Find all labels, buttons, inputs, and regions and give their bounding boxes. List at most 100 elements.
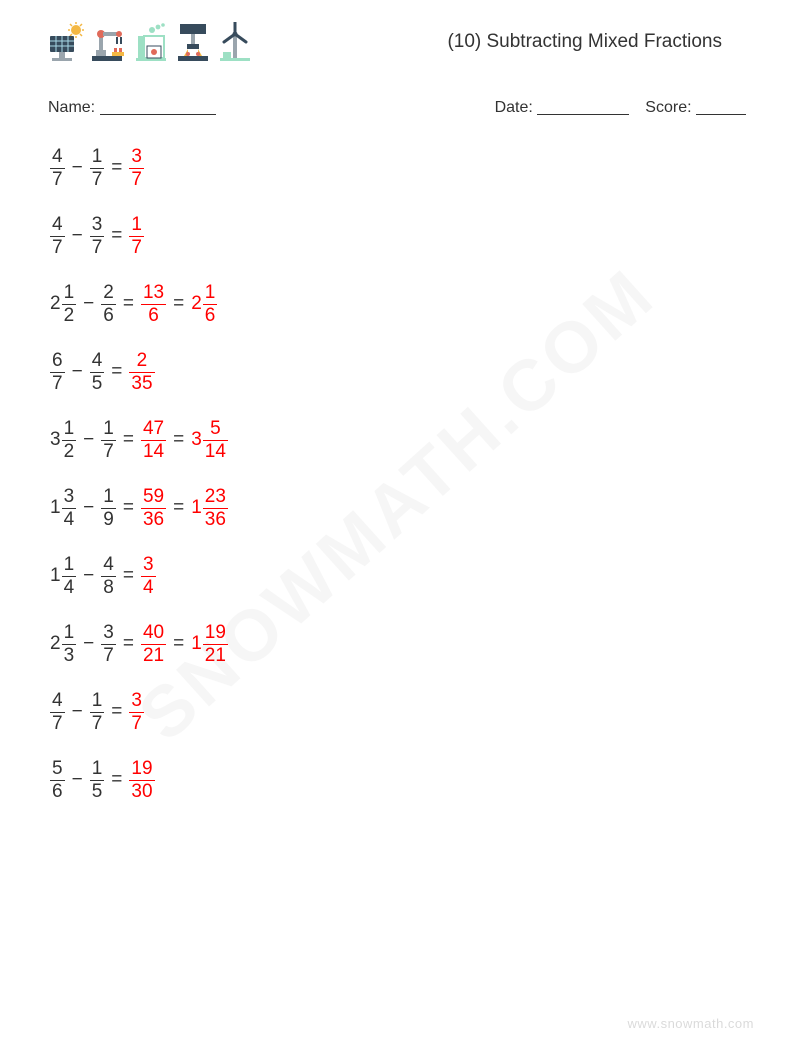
answer-fraction: 3514 [191, 419, 228, 462]
operand-fraction: 48 [101, 555, 116, 598]
equals-sign: = [104, 361, 129, 383]
fraction: 47 [50, 147, 65, 190]
numerator: 4 [101, 555, 116, 575]
fraction: 26 [101, 283, 116, 326]
name-label: Name: [48, 99, 95, 116]
fraction: 2336 [203, 487, 228, 530]
numerator: 1 [101, 419, 116, 439]
fraction: 56 [50, 759, 65, 802]
denominator: 7 [129, 170, 144, 190]
name-field-group: Name: [48, 96, 216, 117]
fraction: 17 [90, 691, 105, 734]
denominator: 7 [90, 170, 105, 190]
minus-sign: − [76, 293, 101, 315]
whole-part: 2 [50, 293, 62, 315]
minus-sign: − [76, 565, 101, 587]
fraction: 12 [62, 419, 77, 462]
minus-sign: − [65, 701, 90, 723]
minus-sign: − [65, 361, 90, 383]
operand-fraction: 19 [101, 487, 116, 530]
operand-fraction: 47 [50, 147, 65, 190]
denominator: 7 [129, 714, 144, 734]
fraction: 136 [141, 283, 166, 326]
denominator: 14 [203, 442, 228, 462]
fraction: 17 [90, 147, 105, 190]
numerator: 5 [208, 419, 223, 439]
fraction: 37 [129, 691, 144, 734]
fraction: 4714 [141, 419, 166, 462]
numerator: 2 [135, 351, 150, 371]
minus-sign: − [76, 633, 101, 655]
denominator: 7 [50, 714, 65, 734]
fraction: 45 [90, 351, 105, 394]
equals-sign: = [166, 633, 191, 655]
fraction: 12 [62, 283, 77, 326]
problem-row: 213−37=4021=11921 [50, 621, 744, 667]
numerator: 1 [203, 283, 218, 303]
numerator: 4 [50, 147, 65, 167]
problem-row: 47−17=37 [50, 145, 744, 191]
numerator: 47 [141, 419, 166, 439]
info-row: Name: Date: Score: [0, 72, 794, 117]
problem-row: 134−19=5936=12336 [50, 485, 744, 531]
denominator: 6 [101, 306, 116, 326]
operand-fraction: 26 [101, 283, 116, 326]
denominator: 2 [62, 442, 77, 462]
numerator: 40 [141, 623, 166, 643]
whole-part: 1 [191, 633, 203, 655]
header-icons-row [48, 22, 254, 62]
answer-fraction: 37 [129, 147, 144, 190]
minus-sign: − [65, 225, 90, 247]
worksheet-header: (10) Subtracting Mixed Fractions [0, 0, 794, 72]
numerator: 1 [62, 555, 77, 575]
worksheet-title: (10) Subtracting Mixed Fractions [447, 31, 722, 53]
denominator: 7 [50, 170, 65, 190]
numerator: 19 [203, 623, 228, 643]
denominator: 21 [141, 646, 166, 666]
numerator: 2 [101, 283, 116, 303]
numerator: 4 [50, 691, 65, 711]
problem-row: 312−17=4714=3514 [50, 417, 744, 463]
operand-fraction: 17 [90, 691, 105, 734]
operand-fraction: 47 [50, 215, 65, 258]
denominator: 2 [62, 306, 77, 326]
fraction: 37 [101, 623, 116, 666]
equals-sign: = [166, 429, 191, 451]
score-blank[interactable] [696, 99, 746, 115]
fraction: 47 [50, 691, 65, 734]
press-machine-icon [174, 22, 212, 62]
date-label: Date: [495, 99, 533, 116]
operand-fraction: 134 [50, 487, 76, 530]
date-field-group: Date: [495, 96, 630, 117]
operand-fraction: 37 [101, 623, 116, 666]
fraction: 67 [50, 351, 65, 394]
numerator: 1 [90, 691, 105, 711]
denominator: 7 [50, 238, 65, 258]
answer-fraction: 136 [141, 283, 166, 326]
footer-url: www.snowmath.com [628, 1016, 754, 1031]
numerator: 1 [62, 419, 77, 439]
equals-sign: = [104, 157, 129, 179]
name-blank[interactable] [100, 99, 216, 115]
answer-fraction: 216 [191, 283, 217, 326]
fraction: 17 [101, 419, 116, 462]
answer-fraction: 4021 [141, 623, 166, 666]
equals-sign: = [116, 497, 141, 519]
denominator: 35 [129, 374, 154, 394]
denominator: 6 [146, 306, 161, 326]
answer-fraction: 1930 [129, 759, 154, 802]
fraction: 14 [62, 555, 77, 598]
operand-fraction: 67 [50, 351, 65, 394]
equals-sign: = [116, 565, 141, 587]
denominator: 3 [62, 646, 77, 666]
operand-fraction: 312 [50, 419, 76, 462]
denominator: 5 [90, 782, 105, 802]
solar-panel-icon [48, 22, 86, 62]
fraction: 19 [101, 487, 116, 530]
numerator: 59 [141, 487, 166, 507]
denominator: 5 [90, 374, 105, 394]
denominator: 14 [141, 442, 166, 462]
answer-fraction: 235 [129, 351, 154, 394]
operand-fraction: 45 [90, 351, 105, 394]
date-blank[interactable] [537, 99, 629, 115]
